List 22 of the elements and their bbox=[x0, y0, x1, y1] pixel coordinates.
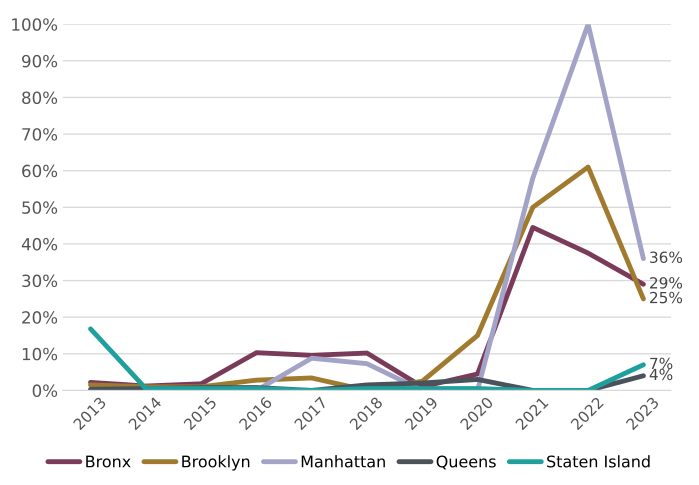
y-tick-label: 10% bbox=[22, 348, 58, 360]
line-series bbox=[88, 326, 646, 390]
y-tick-label: 20% bbox=[22, 311, 58, 324]
data-label: 7% bbox=[650, 358, 672, 370]
data-label: 29% bbox=[650, 277, 682, 289]
data-label: 36% bbox=[650, 251, 682, 264]
legend-label: Staten Island bbox=[547, 455, 650, 468]
y-tick-label: 50% bbox=[22, 201, 58, 214]
legend-label: Queens bbox=[436, 455, 496, 470]
legend-label: Brooklyn bbox=[182, 455, 250, 471]
y-tick-label: 30% bbox=[22, 274, 58, 288]
y-tick-label: 40% bbox=[22, 238, 58, 251]
data-label: 4% bbox=[650, 368, 672, 380]
y-tick-label: 0% bbox=[32, 384, 58, 397]
legend-label: Manhattan bbox=[302, 455, 385, 468]
legend-label: Bronx bbox=[86, 456, 131, 468]
data-label: 25% bbox=[650, 292, 682, 304]
y-tick-label: 60% bbox=[22, 164, 58, 178]
y-tick-label: 70% bbox=[22, 128, 58, 141]
y-tick-label: 100% bbox=[12, 18, 58, 31]
y-tick-label: 90% bbox=[22, 54, 58, 68]
y-tick-label: 80% bbox=[22, 91, 58, 104]
